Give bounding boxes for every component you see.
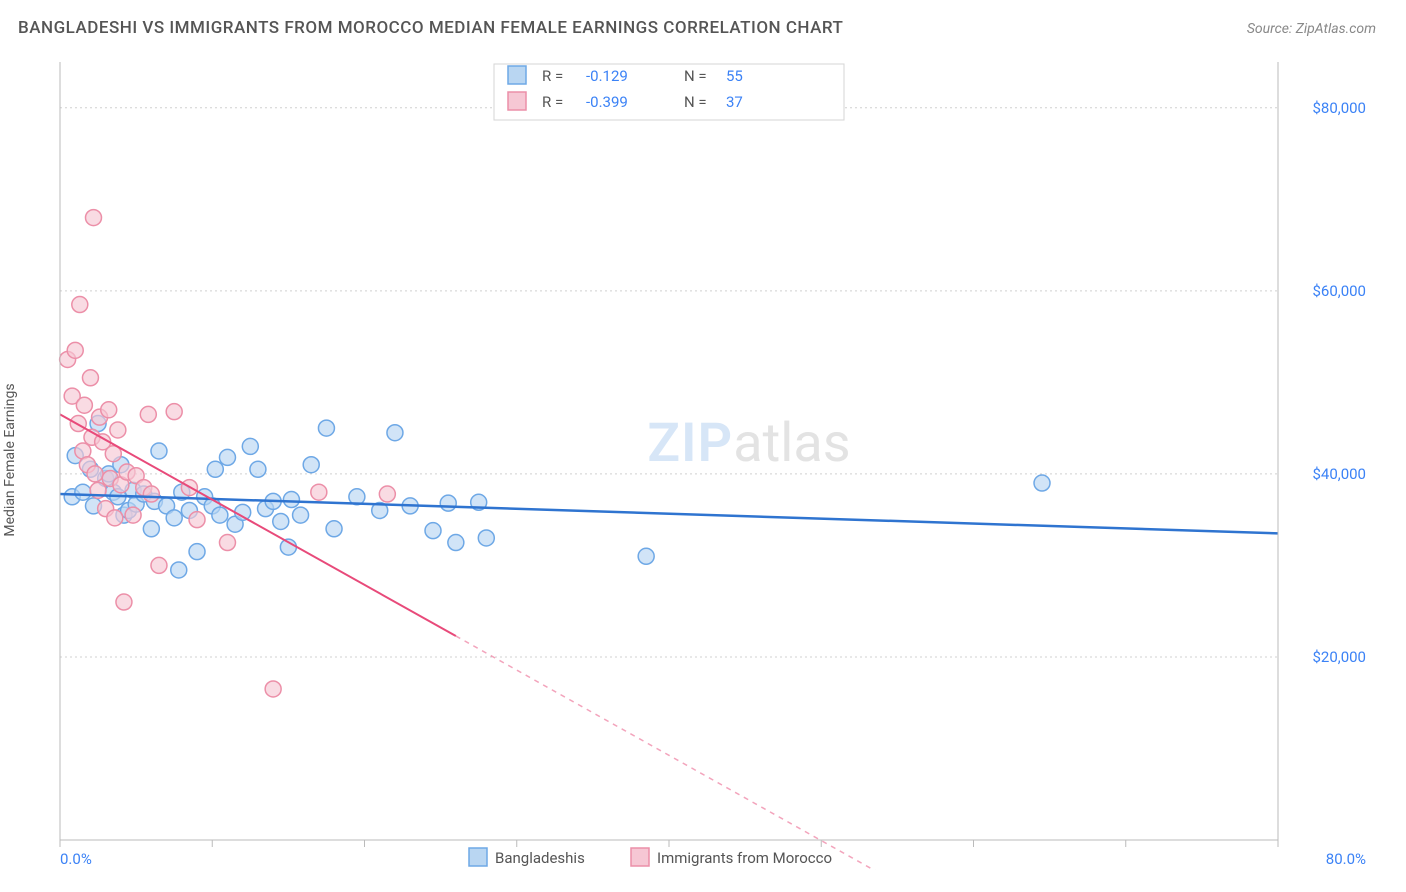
stats-r-value: -0.129 [586, 67, 628, 85]
data-point [67, 342, 83, 358]
scatter-chart: $20,000 $40,000 $60,000 $80,000 ZIPatlas 0.0%… [18, 50, 1388, 870]
data-point [219, 535, 235, 551]
data-point [151, 557, 167, 573]
data-point [250, 461, 266, 477]
data-point [219, 449, 235, 465]
data-point [189, 512, 205, 528]
data-point [166, 510, 182, 526]
data-point [273, 513, 289, 529]
data-point [87, 466, 103, 482]
watermark: ZIPatlas [647, 412, 850, 475]
data-point [283, 492, 299, 508]
data-point [171, 562, 187, 578]
data-point [85, 210, 101, 226]
stats-n-value: 55 [726, 67, 743, 85]
legend-swatch [508, 66, 526, 84]
data-point [425, 523, 441, 539]
x-min-label: 0.0% [60, 850, 92, 868]
legend-label: Bangladeshis [495, 849, 585, 867]
legend-label: Immigrants from Morocco [657, 849, 832, 867]
data-point [1034, 475, 1050, 491]
y-tick-label: $80,000 [1312, 99, 1366, 117]
data-point [110, 422, 126, 438]
data-point [125, 507, 141, 523]
y-tick-label: $20,000 [1312, 648, 1366, 666]
stats-n-label: N = [684, 67, 707, 85]
data-point [265, 681, 281, 697]
stats-n-value: 37 [726, 93, 743, 111]
data-point [140, 406, 156, 422]
chart-container: Median Female Earnings $20,000$40,000$60… [18, 50, 1388, 870]
data-point [151, 443, 167, 459]
data-point [638, 548, 654, 564]
data-point [166, 404, 182, 420]
data-point [82, 370, 98, 386]
data-point [303, 457, 319, 473]
data-point [235, 504, 251, 520]
data-point [207, 461, 223, 477]
stats-n-label: N = [684, 93, 707, 111]
data-point [448, 535, 464, 551]
data-point [72, 297, 88, 313]
data-point [242, 438, 258, 454]
source-label: Source: ZipAtlas.com [1247, 21, 1376, 37]
legend-swatch [469, 848, 487, 866]
x-max-label: 80.0% [1326, 850, 1366, 868]
y-axis-label: Median Female Earnings [2, 383, 18, 536]
data-point [478, 530, 494, 546]
data-point [76, 397, 92, 413]
legend-swatch [508, 92, 526, 110]
data-point [116, 594, 132, 610]
stats-r-value: -0.399 [586, 93, 628, 111]
data-point [318, 420, 334, 436]
data-point [326, 521, 342, 537]
data-point [143, 486, 159, 502]
data-point [387, 425, 403, 441]
data-point [189, 544, 205, 560]
data-point [101, 402, 117, 418]
legend-swatch [631, 848, 649, 866]
chart-title: BANGLADESHI VS IMMIGRANTS FROM MOROCCO M… [18, 18, 843, 38]
data-point [212, 507, 228, 523]
data-point [293, 507, 309, 523]
data-point [75, 484, 91, 500]
data-point [440, 495, 456, 511]
stats-r-label: R = [542, 67, 563, 85]
y-tick-label: $60,000 [1312, 282, 1366, 300]
data-point [107, 510, 123, 526]
data-point [379, 486, 395, 502]
trend-line-extrapolated [456, 636, 1278, 870]
data-point [143, 521, 159, 537]
data-point [311, 484, 327, 500]
y-tick-label: $40,000 [1312, 465, 1366, 483]
stats-r-label: R = [542, 93, 563, 111]
